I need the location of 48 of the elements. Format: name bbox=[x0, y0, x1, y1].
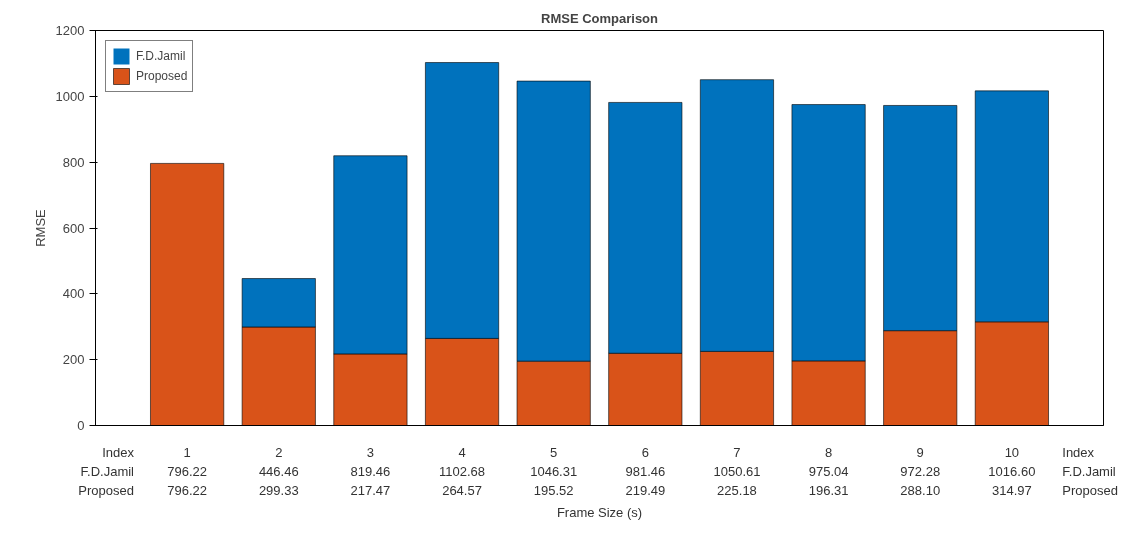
x-tick-label: 3 bbox=[366, 445, 375, 460]
data-label: 219.49 bbox=[625, 483, 666, 498]
y-tick-label: 600 bbox=[62, 220, 85, 236]
data-label: 225.18 bbox=[717, 483, 757, 498]
x-tick-label: 6 bbox=[641, 445, 649, 460]
data-label: 796.22 bbox=[167, 483, 208, 498]
x-tick-label: 8 bbox=[824, 445, 833, 460]
y-tick-label: 400 bbox=[62, 286, 85, 302]
x-tick-label: 9 bbox=[916, 445, 924, 460]
x-tick-label: 10 bbox=[1004, 445, 1020, 460]
data-label: 196.31 bbox=[808, 483, 849, 498]
chart-title: RMSE Comparison bbox=[540, 10, 659, 26]
data-label: 217.47 bbox=[350, 483, 391, 498]
total-label: 796.22 bbox=[167, 464, 208, 479]
total-label: 1016.60 bbox=[988, 464, 1036, 479]
x-tick-label: 1 bbox=[183, 445, 191, 460]
y-axis-title: RMSE bbox=[32, 208, 48, 247]
x-tick-label: 5 bbox=[550, 445, 558, 460]
total-label: 1102.68 bbox=[439, 464, 486, 479]
text: Index bbox=[102, 445, 135, 460]
total-label: 981.46 bbox=[625, 464, 666, 479]
x-tick-label: 2 bbox=[275, 445, 283, 460]
total-label: 972.28 bbox=[900, 464, 941, 479]
data-label: 195.52 bbox=[533, 483, 574, 498]
data-label: 299.33 bbox=[258, 483, 299, 498]
total-label: 1050.61 bbox=[713, 464, 761, 479]
data-label: 314.97 bbox=[991, 483, 1032, 498]
x-axis-title: Frame Size (s) bbox=[556, 505, 643, 520]
text: F.D.Jamil bbox=[1062, 464, 1116, 479]
legend-label: Proposed bbox=[136, 69, 188, 83]
x-tick-label: 4 bbox=[458, 445, 466, 460]
data-label: 288.10 bbox=[900, 483, 941, 498]
total-label: 819.46 bbox=[350, 464, 391, 479]
text: F.D.Jamil bbox=[80, 464, 134, 479]
data-label: 264.57 bbox=[442, 483, 482, 498]
total-label: 1046.31 bbox=[530, 464, 578, 479]
x-tick-label: 7 bbox=[733, 445, 741, 460]
y-tick-label: 0 bbox=[77, 418, 85, 433]
text: Proposed bbox=[78, 483, 134, 498]
total-label: 446.46 bbox=[258, 464, 299, 479]
text: Index bbox=[1062, 445, 1095, 460]
y-tick-label: 1000 bbox=[55, 88, 85, 104]
legend-label: F.D.Jamil bbox=[136, 49, 186, 63]
text: Proposed bbox=[1062, 483, 1118, 498]
total-label: 975.04 bbox=[808, 464, 849, 479]
y-tick-label: 200 bbox=[62, 352, 85, 368]
y-tick-label: 800 bbox=[62, 154, 85, 170]
y-tick-label: 1200 bbox=[55, 23, 85, 38]
